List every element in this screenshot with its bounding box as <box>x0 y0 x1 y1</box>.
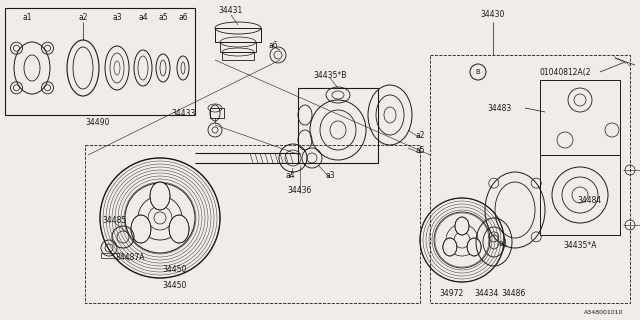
Text: a6: a6 <box>178 12 188 21</box>
Text: 34450: 34450 <box>163 281 187 290</box>
Text: 34485: 34485 <box>103 215 127 225</box>
Text: 34483: 34483 <box>488 103 512 113</box>
Text: a3: a3 <box>325 171 335 180</box>
Ellipse shape <box>150 182 170 210</box>
Text: a3: a3 <box>112 12 122 21</box>
Bar <box>210 108 224 118</box>
Text: a5: a5 <box>415 146 425 155</box>
Text: 34433: 34433 <box>172 108 196 117</box>
Text: B: B <box>476 69 481 75</box>
Text: A348001010: A348001010 <box>584 310 624 316</box>
Text: a4: a4 <box>285 171 295 180</box>
Bar <box>101 253 117 258</box>
Ellipse shape <box>455 217 469 235</box>
Ellipse shape <box>169 215 189 243</box>
Bar <box>85 145 420 303</box>
Text: a2: a2 <box>415 131 425 140</box>
Text: 34431: 34431 <box>219 5 243 14</box>
Text: 34486: 34486 <box>502 289 526 298</box>
Text: 34435*A: 34435*A <box>563 241 596 250</box>
Bar <box>215 28 261 42</box>
Bar <box>220 42 256 52</box>
Bar <box>430 55 630 303</box>
Bar <box>298 88 378 163</box>
Text: 34490: 34490 <box>86 117 110 126</box>
Text: a2: a2 <box>78 12 88 21</box>
Text: 34972: 34972 <box>440 289 464 298</box>
Ellipse shape <box>467 238 481 256</box>
Text: a5: a5 <box>158 12 168 21</box>
Text: 34435*B: 34435*B <box>314 70 347 79</box>
Text: 34450: 34450 <box>163 266 187 275</box>
Text: a6: a6 <box>268 41 278 50</box>
Text: 34434: 34434 <box>475 289 499 298</box>
Ellipse shape <box>131 215 151 243</box>
Text: 34430: 34430 <box>481 10 505 19</box>
Bar <box>540 155 620 235</box>
Text: 34436: 34436 <box>288 186 312 195</box>
Text: a4: a4 <box>138 12 148 21</box>
Text: 01040812A(2: 01040812A(2 <box>540 68 591 76</box>
Text: a1: a1 <box>22 12 32 21</box>
Ellipse shape <box>443 238 457 256</box>
Text: a1: a1 <box>499 238 508 247</box>
Bar <box>540 80 620 155</box>
Bar <box>222 52 254 60</box>
Text: 34484: 34484 <box>578 196 602 204</box>
Text: 34487A: 34487A <box>115 253 145 262</box>
Bar <box>5 8 195 115</box>
